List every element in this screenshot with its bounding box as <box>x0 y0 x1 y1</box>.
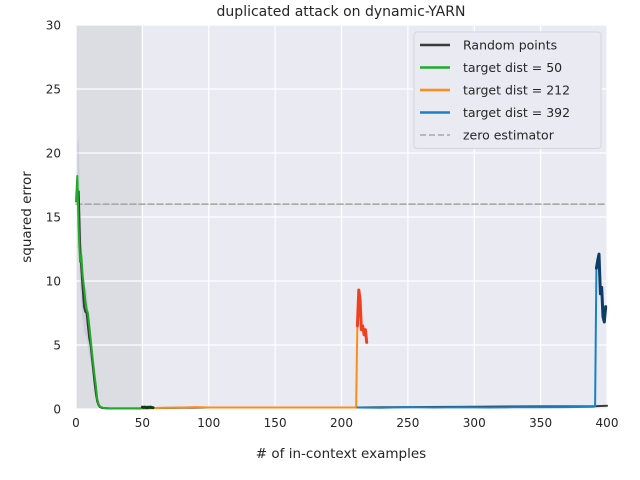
x-axis-label: # of in-context examples <box>256 446 426 462</box>
x-tick-label: 350 <box>529 416 552 430</box>
legend-label: target dist = 212 <box>463 83 570 98</box>
y-tick-label: 15 <box>46 211 61 225</box>
x-tick-label: 200 <box>330 416 353 430</box>
y-tick-label: 0 <box>53 403 61 417</box>
y-tick-label: 10 <box>46 275 61 289</box>
legend-label: Random points <box>463 38 557 53</box>
legend-label: zero estimator <box>463 128 555 143</box>
x-tick-label: 50 <box>135 416 150 430</box>
legend-label: target dist = 392 <box>463 105 570 120</box>
y-tick-label: 5 <box>53 339 61 353</box>
series-line-3 <box>356 267 598 409</box>
x-tick-label: 250 <box>396 416 419 430</box>
attack-segment-1 <box>355 288 369 344</box>
x-tick-label: 300 <box>463 416 486 430</box>
x-tick-label: 400 <box>596 416 619 430</box>
y-tick-label: 30 <box>46 19 61 33</box>
chart-title: duplicated attack on dynamic-YARN <box>217 4 466 20</box>
x-tick-label: 150 <box>264 416 287 430</box>
legend-box <box>413 31 602 149</box>
attack-segment-0 <box>140 405 155 410</box>
y-tick-label: 20 <box>46 147 61 161</box>
y-tick-label: 25 <box>46 83 61 97</box>
legend: Random points target dist = 50 target dist… <box>413 31 602 149</box>
attack-segment-2 <box>594 252 608 324</box>
series-line-1 <box>75 175 144 410</box>
x-tick-label: 0 <box>72 416 80 430</box>
y-axis-label: squared error <box>19 171 35 263</box>
x-tick-label: 100 <box>197 416 220 430</box>
legend-label: target dist = 50 <box>463 60 562 75</box>
series-line-2 <box>141 321 359 410</box>
